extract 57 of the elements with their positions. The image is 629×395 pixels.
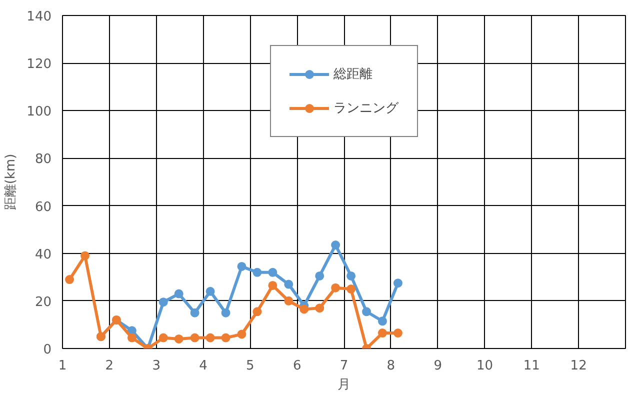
- point: [315, 271, 324, 280]
- point: [252, 307, 262, 316]
- point: [127, 333, 136, 342]
- point: [190, 308, 200, 318]
- x-tick-label: 1: [58, 358, 67, 374]
- point: [206, 286, 215, 296]
- point: [221, 308, 230, 318]
- point: [65, 275, 74, 284]
- legend-label: 総距離: [334, 66, 372, 83]
- x-tick-label: 4: [199, 358, 208, 374]
- x-tick-label: 3: [152, 358, 160, 374]
- point: [331, 283, 340, 292]
- y-tick-label: 20: [34, 294, 52, 310]
- x-tick-label: 8: [386, 358, 396, 374]
- x-tick-label: 9: [434, 358, 442, 374]
- point: [158, 298, 168, 307]
- point: [206, 333, 215, 342]
- y-tick-label: 80: [34, 152, 52, 168]
- point: [252, 268, 262, 277]
- y-tick-label: 0: [43, 342, 52, 358]
- x-tick-label: 6: [292, 358, 302, 374]
- x-tick-label: 5: [246, 358, 254, 374]
- y-tick-label: 40: [34, 247, 52, 262]
- point: [158, 333, 168, 342]
- x-tick-label: 12: [570, 358, 587, 374]
- point: [393, 328, 402, 338]
- x-tick-label: 11: [523, 358, 540, 374]
- y-axis-title: 距離(km): [4, 154, 19, 210]
- point: [237, 330, 246, 339]
- x-axis-title: 月: [338, 378, 350, 392]
- point: [237, 262, 246, 271]
- point: [315, 304, 324, 313]
- point: [190, 333, 200, 342]
- point: [80, 251, 90, 260]
- point: [174, 289, 184, 298]
- point: [346, 284, 356, 294]
- point: [393, 278, 402, 288]
- point: [362, 307, 372, 316]
- legend-label: ランニング: [334, 100, 398, 117]
- point: [378, 328, 387, 338]
- point: [331, 240, 340, 250]
- y-tick-label: 60: [34, 200, 52, 215]
- point: [268, 280, 278, 290]
- point: [284, 280, 294, 289]
- point: [174, 334, 184, 344]
- x-tick-label: 2: [105, 358, 114, 374]
- y-tick-label: 140: [26, 10, 52, 24]
- point: [300, 304, 309, 314]
- point: [284, 296, 294, 306]
- y-tick-label: 120: [26, 57, 52, 72]
- y-tick-label: 100: [26, 104, 52, 120]
- x-tick-label: 7: [340, 358, 348, 374]
- point: [221, 333, 230, 342]
- point: [346, 271, 356, 280]
- point: [268, 268, 278, 277]
- x-tick-label: 10: [476, 358, 494, 374]
- point: [378, 316, 387, 326]
